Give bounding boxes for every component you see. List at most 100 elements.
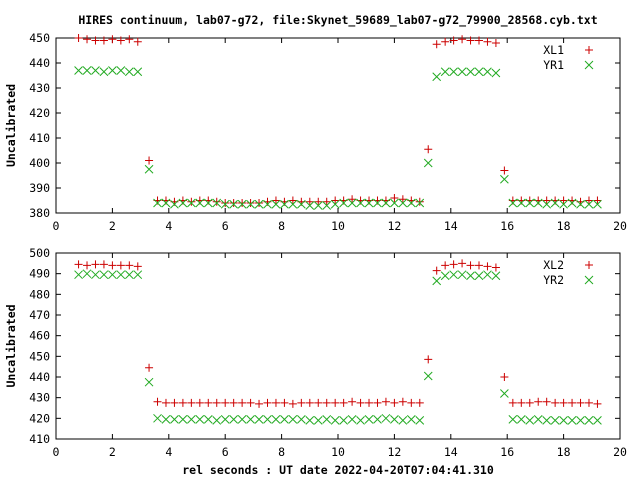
data-point xyxy=(500,174,509,184)
data-point xyxy=(145,363,154,372)
x-tick-label: 10 xyxy=(331,445,345,459)
x-tick-label: 6 xyxy=(222,219,229,233)
y-tick-label: 420 xyxy=(29,411,50,425)
data-point xyxy=(423,371,433,381)
data-point xyxy=(390,415,399,424)
x-tick-label: 2 xyxy=(109,445,116,459)
data-point xyxy=(593,199,602,209)
data-point xyxy=(229,199,238,207)
data-point xyxy=(288,415,298,424)
data-point xyxy=(116,270,126,280)
data-point xyxy=(475,36,483,45)
data-point xyxy=(99,67,109,77)
plot-frame xyxy=(55,37,621,214)
data-point xyxy=(116,66,126,75)
data-point xyxy=(108,35,117,44)
y-tick-label: 390 xyxy=(29,181,50,195)
data-point xyxy=(212,398,221,407)
legend-marker xyxy=(585,46,593,54)
data-point xyxy=(576,199,585,209)
data-point xyxy=(74,270,83,280)
data-point xyxy=(280,398,289,407)
data-point xyxy=(483,67,492,77)
x-tick-label: 14 xyxy=(444,219,458,233)
data-point xyxy=(144,377,154,387)
y-tick-label: 420 xyxy=(29,106,50,120)
data-point xyxy=(584,196,593,205)
data-point xyxy=(440,67,450,77)
data-point xyxy=(74,34,83,42)
data-point xyxy=(229,398,238,407)
y-axis-label: Uncalibrated xyxy=(4,84,18,167)
data-point xyxy=(466,36,475,45)
data-point xyxy=(125,261,134,270)
data-point xyxy=(483,262,492,271)
data-point xyxy=(255,399,264,408)
data-point xyxy=(314,197,323,206)
data-point xyxy=(161,198,171,208)
y-tick-label: 460 xyxy=(29,329,50,343)
data-point xyxy=(246,199,255,207)
data-point xyxy=(153,397,162,406)
y-tick-label: 430 xyxy=(29,81,50,95)
data-point xyxy=(229,415,239,424)
x-tick-label: 4 xyxy=(165,445,172,459)
data-point xyxy=(83,261,92,270)
data-point xyxy=(125,35,134,44)
legend-marker xyxy=(585,261,593,269)
data-point xyxy=(457,67,467,77)
data-point xyxy=(133,270,143,280)
data-point xyxy=(99,36,108,45)
data-point xyxy=(365,398,374,407)
x-tick-label: 18 xyxy=(557,445,571,459)
data-point xyxy=(314,398,323,407)
data-point xyxy=(313,416,323,425)
data-point xyxy=(145,156,154,165)
data-point xyxy=(475,261,483,270)
data-point xyxy=(82,66,92,75)
data-point xyxy=(246,415,255,424)
y-tick-label: 400 xyxy=(29,156,50,170)
data-point xyxy=(474,67,484,77)
data-point xyxy=(398,195,407,204)
data-point xyxy=(432,266,441,275)
data-point xyxy=(364,415,374,424)
data-point xyxy=(449,260,458,269)
data-point xyxy=(568,398,577,407)
data-point xyxy=(373,198,382,208)
data-point xyxy=(347,415,357,424)
data-point xyxy=(415,197,424,206)
y-tick-label: 450 xyxy=(29,349,50,363)
data-point xyxy=(133,37,142,46)
data-point xyxy=(271,196,280,205)
data-point xyxy=(153,198,162,208)
data-point xyxy=(108,66,117,75)
data-point xyxy=(576,416,585,425)
x-tick-label: 18 xyxy=(557,219,571,233)
data-point xyxy=(458,35,467,44)
data-point xyxy=(551,398,560,407)
data-point xyxy=(246,199,255,209)
data-point xyxy=(220,415,230,424)
data-point xyxy=(567,198,577,208)
data-point xyxy=(296,199,306,209)
legend-marker xyxy=(584,275,594,285)
data-point xyxy=(161,398,170,407)
x-tick-label: 8 xyxy=(278,219,285,233)
y-tick-label: 440 xyxy=(29,370,50,384)
legend-label: YR1 xyxy=(543,58,564,72)
y-tick-label: 490 xyxy=(29,267,50,281)
data-point xyxy=(500,373,509,381)
y-tick-label: 440 xyxy=(29,56,50,70)
data-point xyxy=(339,398,348,407)
data-point xyxy=(373,398,382,407)
data-point xyxy=(559,199,568,209)
data-point xyxy=(108,270,117,280)
data-point xyxy=(390,194,399,202)
data-point xyxy=(187,398,196,407)
data-point xyxy=(161,415,171,424)
data-point xyxy=(500,389,509,398)
data-point xyxy=(203,198,213,208)
data-point xyxy=(254,415,264,424)
data-point xyxy=(288,399,297,408)
